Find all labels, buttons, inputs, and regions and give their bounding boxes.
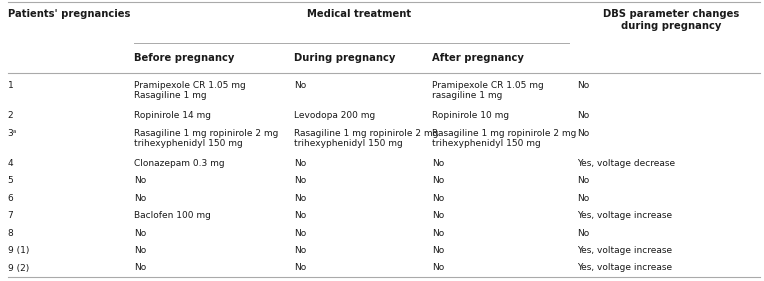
Text: Levodopa 200 mg: Levodopa 200 mg [294,111,375,120]
Text: No: No [432,176,444,185]
Text: During pregnancy: During pregnancy [294,53,396,63]
Text: No: No [577,81,589,90]
Text: Before pregnancy: Before pregnancy [134,53,234,63]
Text: No: No [577,128,589,137]
Text: 9 (1): 9 (1) [8,246,29,255]
Text: 5: 5 [8,176,14,185]
Text: 3ᵃ: 3ᵃ [8,128,17,137]
Text: No: No [432,246,444,255]
Text: Yes, voltage increase: Yes, voltage increase [577,211,672,220]
Text: Ropinirole 14 mg: Ropinirole 14 mg [134,111,211,120]
Text: No: No [294,81,306,90]
Text: Yes, voltage increase: Yes, voltage increase [577,246,672,255]
Text: No: No [432,228,444,237]
Text: No: No [432,211,444,220]
Text: No: No [432,158,444,167]
Text: No: No [134,246,146,255]
Text: 1: 1 [8,81,14,90]
Text: Clonazepam 0.3 mg: Clonazepam 0.3 mg [134,158,225,167]
Text: Rasagiline 1 mg ropinirole 2 mg
trihexyphenidyl 150 mg: Rasagiline 1 mg ropinirole 2 mg trihexyp… [134,128,278,148]
Text: Yes, voltage increase: Yes, voltage increase [577,264,672,273]
Text: After pregnancy: After pregnancy [432,53,523,63]
Text: Patients' pregnancies: Patients' pregnancies [8,9,130,19]
Text: Yes, voltage decrease: Yes, voltage decrease [577,158,675,167]
Text: Baclofen 100 mg: Baclofen 100 mg [134,211,211,220]
Text: 4: 4 [8,158,13,167]
Text: No: No [134,264,146,273]
Text: 7: 7 [8,211,14,220]
Text: No: No [294,176,306,185]
Text: No: No [577,176,589,185]
Text: No: No [294,246,306,255]
Text: No: No [577,194,589,203]
Text: 9 (2): 9 (2) [8,264,29,273]
Text: 2: 2 [8,111,13,120]
Text: Pramipexole CR 1.05 mg
Rasagiline 1 mg: Pramipexole CR 1.05 mg Rasagiline 1 mg [134,81,245,100]
Text: No: No [294,158,306,167]
Text: No: No [577,228,589,237]
Text: No: No [294,264,306,273]
Text: No: No [134,228,146,237]
Text: Medical treatment: Medical treatment [307,9,411,19]
Text: No: No [432,194,444,203]
Text: No: No [134,176,146,185]
Text: 8: 8 [8,228,14,237]
Text: No: No [294,211,306,220]
Text: No: No [294,194,306,203]
Text: No: No [294,228,306,237]
Text: No: No [432,264,444,273]
Text: Rasagiline 1 mg ropinirole 2 mg
trihexyphenidyl 150 mg: Rasagiline 1 mg ropinirole 2 mg trihexyp… [294,128,439,148]
Text: Rasagiline 1 mg ropinirole 2 mg
trihexyphenidyl 150 mg: Rasagiline 1 mg ropinirole 2 mg trihexyp… [432,128,576,148]
Text: 6: 6 [8,194,14,203]
Text: No: No [134,194,146,203]
Text: Ropinirole 10 mg: Ropinirole 10 mg [432,111,509,120]
Text: DBS parameter changes
during pregnancy: DBS parameter changes during pregnancy [603,9,739,31]
Text: No: No [577,111,589,120]
Text: Pramipexole CR 1.05 mg
rasagiline 1 mg: Pramipexole CR 1.05 mg rasagiline 1 mg [432,81,543,100]
